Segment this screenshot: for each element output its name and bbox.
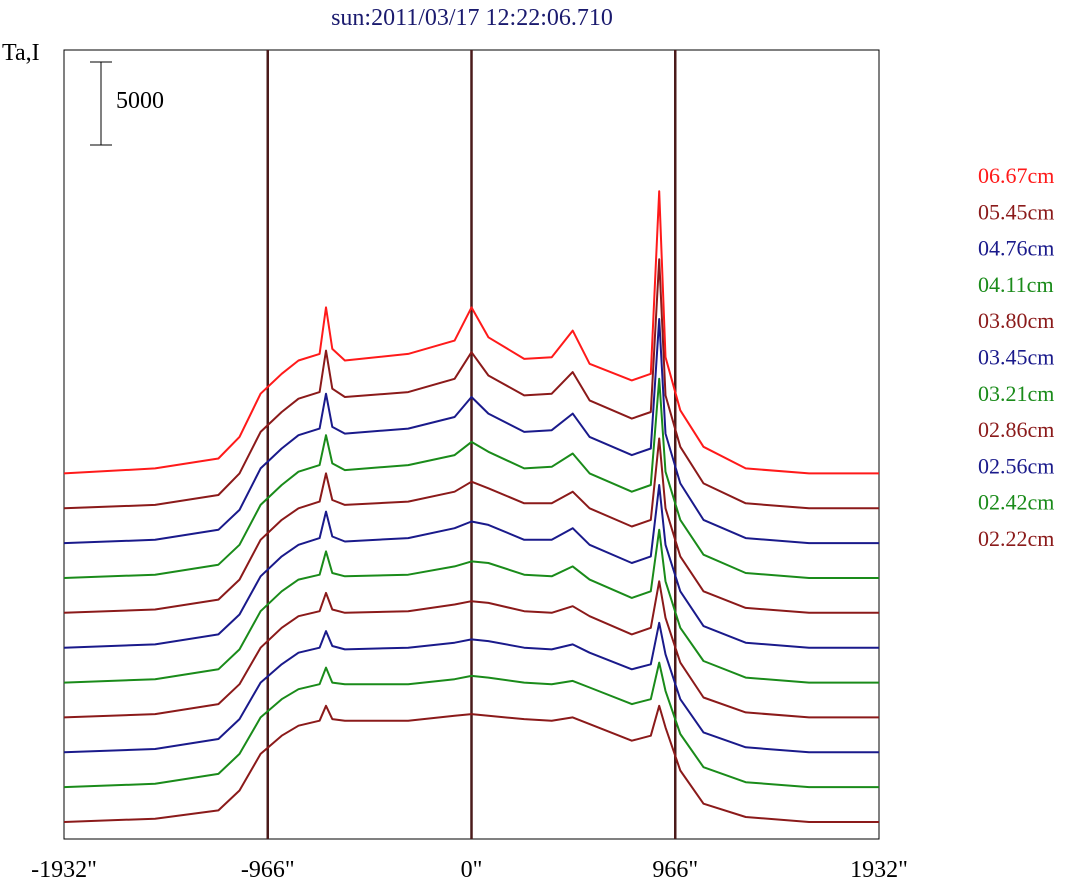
legend-entry-03.45cm: 03.45cm xyxy=(978,345,1054,370)
legend-entry-02.42cm: 02.42cm xyxy=(978,490,1054,515)
legend-entry-02.56cm: 02.56cm xyxy=(978,453,1054,478)
series-line-03.80cm xyxy=(63,437,879,614)
x-tick-labels: -1932" -966" 0" 966" 1932" xyxy=(31,857,908,883)
reference-lines xyxy=(266,50,677,839)
x-tick-label-1: -966" xyxy=(241,857,295,883)
legend-entry-06.67cm: 06.67cm xyxy=(978,163,1054,188)
series-line-04.11cm xyxy=(63,377,879,579)
series-line-03.21cm xyxy=(63,528,879,684)
legend-entry-02.86cm: 02.86cm xyxy=(978,417,1054,442)
x-tick-label-2: 0" xyxy=(461,857,483,883)
y-axis-label: Ta,I xyxy=(2,40,40,66)
legend-entry-03.21cm: 03.21cm xyxy=(978,381,1054,406)
scale-bar: 5000 xyxy=(90,61,164,146)
series-line-02.42cm xyxy=(63,661,879,789)
legend-entry-02.22cm: 02.22cm xyxy=(978,526,1054,551)
series-line-05.45cm xyxy=(63,258,879,510)
series-line-02.86cm xyxy=(63,580,879,719)
series-line-02.56cm xyxy=(63,621,879,754)
series-line-04.76cm xyxy=(63,318,879,545)
scale-bar-label: 5000 xyxy=(116,88,164,114)
chart-title: sun:2011/03/17 12:22:06.710 xyxy=(331,5,613,31)
x-tick-label-3: 966" xyxy=(652,857,698,883)
series-lines xyxy=(63,190,879,823)
legend-entry-04.11cm: 04.11cm xyxy=(978,272,1054,297)
series-line-02.22cm xyxy=(63,704,879,823)
x-tick-label-0: -1932" xyxy=(31,857,97,883)
legend-entry-04.76cm: 04.76cm xyxy=(978,236,1054,261)
legend-entry-05.45cm: 05.45cm xyxy=(978,199,1054,224)
legend-entry-03.80cm: 03.80cm xyxy=(978,308,1054,333)
series-line-06.67cm xyxy=(63,190,879,475)
x-tick-label-4: 1932" xyxy=(850,857,908,883)
series-line-03.45cm xyxy=(63,484,879,649)
legend: 06.67cm 05.45cm 04.76cm 04.11cm 03.80cm 03.45… xyxy=(978,163,1054,551)
